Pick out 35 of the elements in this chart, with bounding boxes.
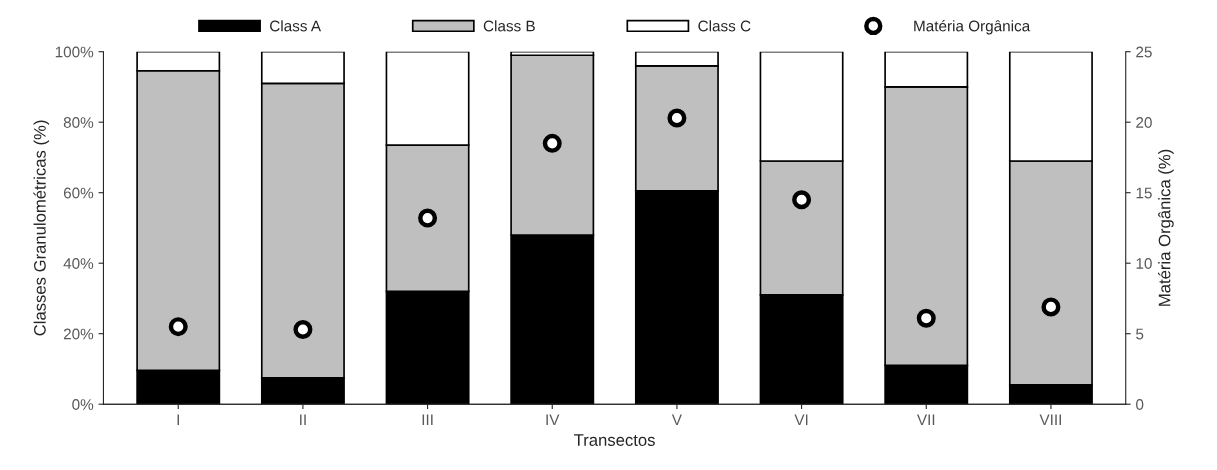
y-tick-label: 0% (72, 399, 94, 410)
x-tick-label: VIII (1039, 414, 1061, 425)
legend-label: Matéria Orgânica (914, 20, 1031, 35)
x-tick-label: I (177, 414, 179, 425)
point (1041, 297, 1061, 317)
y-tick-label: 80% (63, 117, 94, 128)
y2-tick-label: 20 (1136, 117, 1152, 128)
point (168, 317, 188, 337)
y2-tick-label: 25 (1136, 46, 1152, 58)
point (418, 208, 438, 228)
x-tick-label: III (422, 414, 433, 425)
legend-label: Class C (698, 20, 751, 32)
y2-axis-title: Matéria Orgânica (%) (1157, 149, 1174, 306)
point (293, 319, 313, 339)
x-tick-label: VI (794, 414, 808, 425)
y-tick-label: 100% (55, 46, 94, 58)
y-tick-label: 60% (63, 187, 94, 199)
legend-label: Class B (483, 20, 535, 32)
legend-label: Class A (270, 20, 322, 32)
y2-tick-label: 15 (1136, 187, 1152, 199)
y-tick-label: 20% (63, 328, 94, 340)
point (542, 133, 562, 153)
x-axis-title: Transectos (574, 434, 655, 446)
x-tick-label: V (671, 414, 682, 425)
y-tick-label: 40% (63, 258, 94, 269)
point (916, 308, 936, 328)
point (792, 190, 812, 210)
x-tick-label: VII (916, 414, 935, 425)
x-tick-label: IV (546, 414, 560, 425)
y2-tick-label: 5 (1136, 328, 1144, 340)
y-axis-title: Classes Granulométricas (%) (33, 120, 50, 336)
x-tick-label: II (300, 414, 306, 425)
y2-tick-label: 0 (1136, 399, 1144, 410)
y2-tick-label: 10 (1136, 258, 1152, 269)
point (667, 108, 687, 128)
